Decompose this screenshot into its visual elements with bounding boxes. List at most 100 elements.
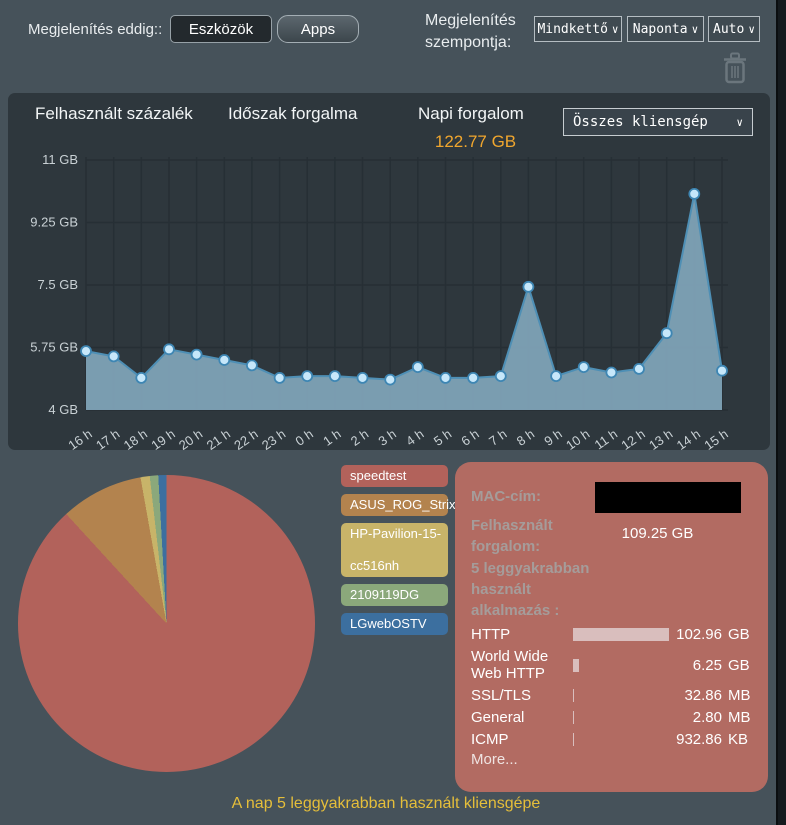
svg-text:10 h: 10 h — [563, 426, 592, 450]
legend-item[interactable]: ASUS_ROG_Strix — [341, 494, 456, 516]
svg-text:17 h: 17 h — [93, 426, 122, 450]
tab-period-traffic[interactable]: Időszak forgalma — [228, 104, 358, 123]
devices-button[interactable]: Eszközök — [170, 15, 272, 43]
top-apps-label-line1: 5 leggyakrabban — [471, 560, 590, 577]
svg-text:5.75 GB: 5.75 GB — [30, 340, 78, 355]
svg-text:1 h: 1 h — [320, 426, 343, 449]
svg-text:2 h: 2 h — [348, 426, 371, 449]
legend-item[interactable]: speedtest — [341, 465, 448, 487]
svg-text:16 h: 16 h — [65, 426, 94, 450]
app-usage-bar-track — [573, 658, 673, 672]
window-edge — [776, 0, 786, 825]
legend-item-label: 2109119DG — [350, 587, 420, 602]
legend-item-label: HP-Pavilion-15- — [350, 526, 442, 541]
legend-item[interactable]: HP-Pavilion-15- cc516nh — [341, 523, 448, 577]
svg-text:4 GB: 4 GB — [48, 402, 78, 417]
top-apps-label-line3: alkalmazás : — [471, 602, 560, 619]
legend-item-label: speedtest — [350, 468, 407, 483]
used-traffic-label-line1: Felhasznált — [471, 517, 553, 534]
apps-button-label: Apps — [300, 20, 336, 38]
app-usage-bar — [573, 711, 574, 724]
svg-text:19 h: 19 h — [148, 426, 177, 450]
daily-traffic-value: 122.77 GB — [434, 132, 517, 151]
trash-icon[interactable] — [722, 52, 748, 89]
svg-text:20 h: 20 h — [176, 426, 205, 450]
used-traffic-value: 109.25 GB — [621, 525, 694, 542]
app-row: SSL/TLS 32.86 MB — [471, 687, 754, 704]
app-name: World Wide Web HTTP — [471, 648, 549, 682]
svg-text:11 h: 11 h — [592, 426, 621, 450]
svg-text:22 h: 22 h — [231, 426, 260, 450]
auto-dropdown[interactable]: Auto ∨ — [708, 16, 760, 42]
period-value: Naponta — [632, 21, 688, 37]
apps-button[interactable]: Apps — [277, 15, 359, 43]
app-usage-bar-track — [573, 711, 673, 724]
chevron-down-icon: ∨ — [691, 22, 699, 36]
view-mode-value: Mindkettő — [537, 21, 608, 37]
more-link[interactable]: More... — [471, 751, 518, 768]
mac-label: MAC-cím: — [471, 488, 541, 505]
svg-text:13 h: 13 h — [646, 426, 675, 450]
top-apps-list: HTTP 102.96 GB World Wide Web HTTP 6.25 GB SSL… — [455, 626, 768, 753]
svg-text:5 h: 5 h — [431, 426, 454, 449]
legend-item-label: ASUS_ROG_Strix — [350, 497, 456, 512]
app-unit: MB — [728, 687, 751, 704]
app-usage-bar-track — [573, 733, 673, 746]
chevron-down-icon: ∨ — [611, 22, 619, 36]
chevron-down-icon: ∨ — [736, 115, 743, 129]
tab-daily-traffic[interactable]: Napi forgalom — [418, 104, 524, 123]
display-until-label: Megjelenítés eddig:: — [28, 21, 163, 38]
legend-item-label: LGwebOSTV — [350, 616, 427, 631]
app-value: 32.86 — [684, 687, 722, 704]
app-row: General 2.80 MB — [471, 709, 754, 726]
svg-text:11 GB: 11 GB — [42, 152, 78, 167]
app-unit: GB — [728, 656, 750, 674]
app-row: HTTP 102.96 GB — [471, 626, 754, 643]
legend-item[interactable]: LGwebOSTV — [341, 613, 448, 635]
app-name: General — [471, 709, 525, 726]
tab-used-percentage[interactable]: Felhasznált százalék — [35, 104, 193, 123]
app-name: SSL/TLS — [471, 687, 532, 704]
top-apps-label-line2: használt — [471, 581, 532, 598]
period-dropdown[interactable]: Naponta ∨ — [627, 16, 704, 42]
view-by-label-line2: szempontja: — [425, 34, 512, 51]
app-usage-bar-track — [573, 628, 673, 641]
svg-text:7 h: 7 h — [486, 426, 509, 449]
client-detail-panel: MAC-cím: Felhasznált forgalom: 109.25 GB… — [455, 462, 768, 792]
svg-text:15 h: 15 h — [701, 426, 730, 450]
app-value: 6.25 — [692, 656, 722, 674]
svg-text:7.5 GB: 7.5 GB — [38, 277, 78, 292]
app-unit: MB — [728, 709, 751, 726]
view-mode-dropdown[interactable]: Mindkettő ∨ — [534, 16, 622, 42]
pie-caption: A nap 5 leggyakrabban használt kliensgép… — [231, 795, 541, 812]
view-by-label: Megjelenítés szempontja: — [425, 10, 516, 54]
used-traffic-label: Felhasznált forgalom: — [471, 515, 553, 557]
topbar: Megjelenítés eddig:: Eszközök Apps Megje… — [0, 0, 786, 93]
app-name: HTTP — [471, 626, 511, 643]
app-unit: GB — [728, 626, 750, 643]
auto-value: Auto — [713, 21, 745, 37]
svg-text:6 h: 6 h — [458, 426, 481, 449]
app-value: 932.86 — [676, 731, 722, 748]
chevron-down-icon: ∨ — [748, 22, 755, 36]
svg-text:18 h: 18 h — [121, 426, 150, 450]
app-usage-bar-track — [573, 689, 673, 702]
pie-chart[interactable] — [18, 475, 315, 772]
legend-item-label: cc516nh — [350, 558, 400, 573]
svg-text:3 h: 3 h — [376, 426, 399, 449]
used-traffic-label-line2: forgalom: — [471, 538, 541, 555]
app-value: 102.96 — [676, 626, 722, 643]
devices-button-label: Eszközök — [188, 20, 254, 38]
client-select[interactable]: Összes kliensgép ∨ — [563, 108, 753, 136]
legend-item[interactable]: 2109119DG — [341, 584, 448, 606]
app-name: ICMP — [471, 731, 509, 748]
app-unit: KB — [728, 731, 749, 748]
app-row: World Wide Web HTTP 6.25 GB — [471, 648, 754, 682]
svg-text:9.25 GB: 9.25 GB — [30, 215, 78, 230]
client-select-value: Összes kliensgép — [573, 114, 708, 130]
traffic-area-chart[interactable]: 11 GB 9.25 GB 7.5 GB 5.75 GB 4 GB 16 h17 h18 … — [8, 93, 770, 450]
svg-text:12 h: 12 h — [618, 426, 647, 450]
app-row: ICMP 932.86 KB — [471, 731, 754, 748]
svg-text:8 h: 8 h — [514, 426, 537, 449]
svg-text:23 h: 23 h — [259, 426, 288, 450]
